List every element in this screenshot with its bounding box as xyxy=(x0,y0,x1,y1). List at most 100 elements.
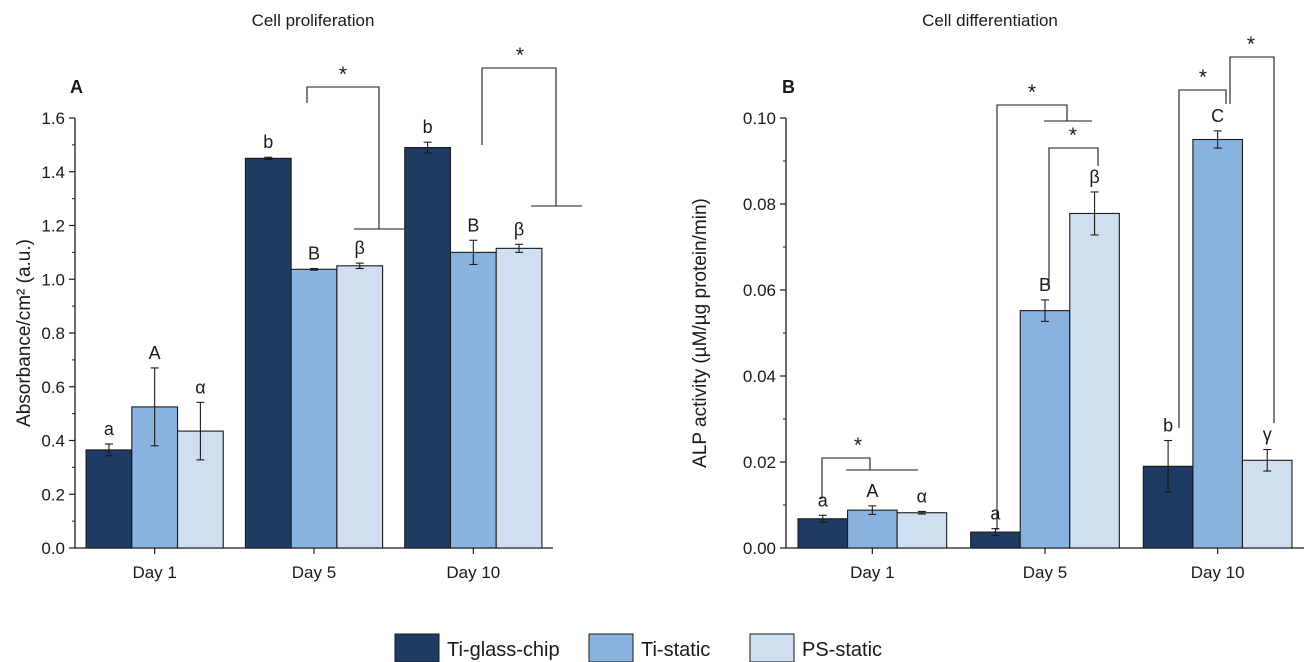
panel-a-label: A xyxy=(70,77,83,97)
panel-b-bar xyxy=(896,512,948,549)
panel-b-y-tick-label: 0.10 xyxy=(743,109,776,128)
panel-a-y-tick-label: 1.6 xyxy=(41,109,65,128)
panel-b-significance-bracket xyxy=(996,104,1092,530)
panel-b-error-bar xyxy=(1213,130,1222,149)
panel-b-letter-label: A xyxy=(866,481,878,501)
panel-a-letter-label: A xyxy=(149,343,161,363)
legend-swatch-ps-static xyxy=(749,633,795,662)
panel-a-error-bar xyxy=(264,156,273,160)
panel-a-bar xyxy=(495,247,543,549)
panel-a-y-axis-label: Absorbance/cm² (a.u.) xyxy=(14,239,35,427)
panel-b-title: Cell differentiation xyxy=(922,11,1058,30)
panel-a-letter-label: b xyxy=(423,117,433,137)
panel-a-chart: Cell proliferation A Absorbance/cm² (a.u… xyxy=(14,11,582,582)
panel-a-letter-label: B xyxy=(467,215,479,235)
panel-b-significance-star: * xyxy=(1247,33,1255,56)
panel-b-significance-bracket xyxy=(821,457,918,499)
panel-b-letter-label: a xyxy=(818,490,829,510)
panel-a-letter-label: a xyxy=(104,419,115,439)
panel-b-error-bar xyxy=(1263,448,1272,472)
panel-a-bar xyxy=(449,251,497,549)
panel-a-error-bar xyxy=(469,239,478,266)
panel-a-title: Cell proliferation xyxy=(252,11,375,30)
panel-b-y-tick-label: 0.06 xyxy=(743,281,776,300)
legend-label-ti-static: Ti-static xyxy=(641,639,710,661)
panel-b-significance-star: * xyxy=(1069,124,1077,147)
panel-b-bar xyxy=(1019,310,1071,549)
panel-a-error-bar xyxy=(150,367,159,447)
panel-a-letter-label: β xyxy=(514,219,524,239)
panel-b-significance-bracket xyxy=(1178,89,1227,428)
panel-a-bar xyxy=(85,449,133,549)
panel-b-letter-label: α xyxy=(917,486,927,506)
panel-a-letter-label: β xyxy=(355,238,365,258)
panel-b-letter-label: γ xyxy=(1263,425,1272,445)
panel-a-error-bar xyxy=(310,267,318,271)
panel-a-y-tick-label: 0.8 xyxy=(41,324,65,343)
panel-b-significance-bracket xyxy=(1048,147,1099,288)
panel-b-letter-label: a xyxy=(990,504,1001,524)
panel-a-y-tick-label: 0.2 xyxy=(41,485,65,504)
panel-b-letter-label: B xyxy=(1039,275,1051,295)
panel-b-letter-label: C xyxy=(1211,106,1224,126)
panel-b-x-tick-label: Day 5 xyxy=(1023,563,1067,582)
panel-a-error-bar xyxy=(515,243,524,253)
panel-b-y-tick-label: 0.04 xyxy=(743,367,776,386)
panel-a-letter-label: α xyxy=(195,377,205,397)
panel-a-significance-star: * xyxy=(339,63,347,86)
panel-a-y-tick-label: 0.6 xyxy=(41,378,65,397)
panel-a-significance-bracket xyxy=(481,67,582,207)
legend-swatch-ti-glass-chip xyxy=(394,633,440,662)
panel-a-significance-star: * xyxy=(516,44,524,67)
legend-label-ps-static: PS-static xyxy=(802,639,882,661)
panel-b-significance-star: * xyxy=(1028,81,1036,104)
panel-a-error-bar xyxy=(355,262,364,270)
panel-b-bar xyxy=(847,509,898,549)
panel-a-significance-bracket xyxy=(306,86,404,230)
panel-b-letter-label: b xyxy=(1163,416,1173,436)
panel-a-x-tick-label: Day 10 xyxy=(446,563,500,582)
panel-b-error-bar xyxy=(917,510,926,515)
panel-a-error-bar xyxy=(196,401,205,461)
panel-a-bar xyxy=(244,157,292,549)
panel-b-bar xyxy=(1069,212,1120,549)
panel-b-significance-star: * xyxy=(854,434,862,457)
panel-b-label: B xyxy=(782,77,795,97)
panel-a-bar xyxy=(404,147,452,549)
panel-a-y-tick-label: 1.4 xyxy=(41,163,65,182)
panel-a-bar xyxy=(290,268,338,549)
panel-b-letter-label: β xyxy=(1089,167,1099,187)
panel-a-y-tick-label: 1.2 xyxy=(41,217,65,236)
panel-b-chart: Cell differentiation B ALP activity (µM/… xyxy=(690,11,1304,582)
panel-b-y-tick-label: 0.08 xyxy=(743,195,776,214)
panel-b-error-bar xyxy=(868,505,877,516)
panel-b-bar xyxy=(797,518,849,549)
panel-b-error-bar xyxy=(991,528,1000,537)
panel-a-y-tick-label: 0.0 xyxy=(41,539,65,558)
legend-label-ti-glass-chip: Ti-glass-chip xyxy=(447,639,560,661)
panel-b-y-axis-label: ALP activity (µM/µg protein/min) xyxy=(690,198,711,468)
panel-b-bar xyxy=(1241,459,1293,549)
panel-b-y-tick-label: 0.02 xyxy=(743,453,776,472)
panel-a-letter-label: b xyxy=(263,132,273,152)
panel-a-y-tick-label: 0.4 xyxy=(41,432,65,451)
panel-b-y-tick-label: 0.00 xyxy=(743,539,776,558)
panel-b-significance-bracket xyxy=(1229,56,1275,423)
panel-b-error-bar xyxy=(1164,439,1173,493)
panel-a-error-bar xyxy=(104,443,113,457)
panel-a-error-bar xyxy=(423,141,432,154)
panel-a-bar xyxy=(336,265,384,549)
panel-b-x-tick-label: Day 10 xyxy=(1191,563,1245,582)
panel-a-x-tick-label: Day 5 xyxy=(292,563,336,582)
panel-b-significance-star: * xyxy=(1199,66,1207,89)
panel-a-y-tick-label: 1.0 xyxy=(41,270,65,289)
legend: Ti-glass-chip Ti-static PS-static xyxy=(394,633,882,662)
panel-b-error-bar xyxy=(818,514,827,523)
panel-a-letter-label: B xyxy=(308,244,320,264)
panel-b-error-bar xyxy=(1041,299,1049,322)
panel-a-x-tick-label: Day 1 xyxy=(132,563,176,582)
legend-swatch-ti-static xyxy=(588,633,634,662)
panel-b-bar xyxy=(1192,138,1243,549)
panel-b-x-tick-label: Day 1 xyxy=(850,563,894,582)
